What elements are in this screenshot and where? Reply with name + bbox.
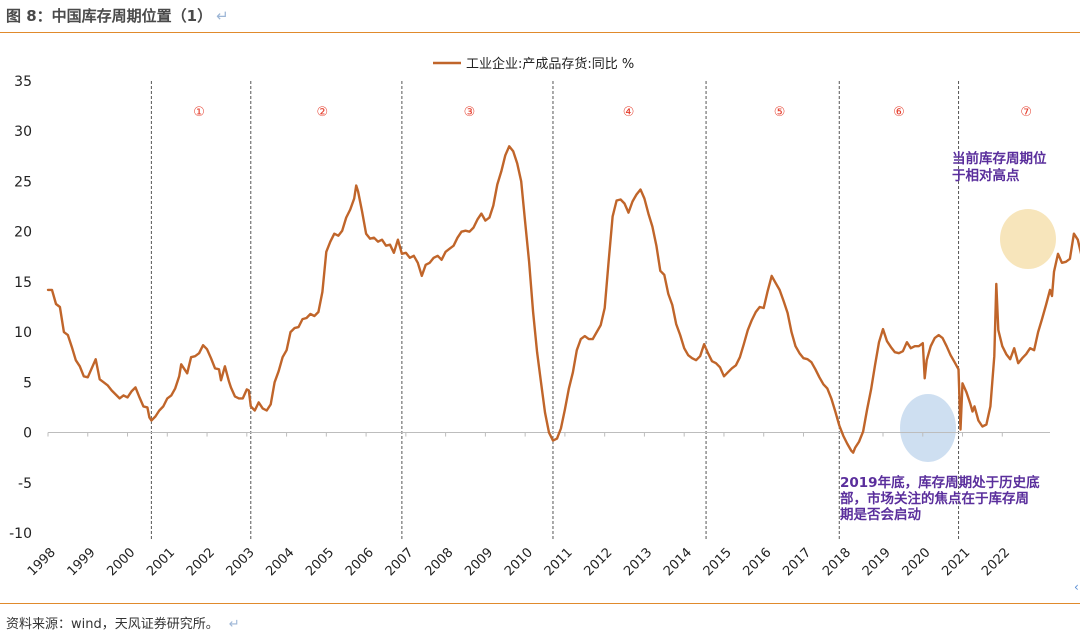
x-tick-label: 2018 <box>820 545 854 579</box>
x-tick-label: 2011 <box>542 545 576 579</box>
annotation-line: 部，市场关注的焦点在于库存周 <box>840 490 1029 507</box>
x-tick-label: 2009 <box>462 545 496 579</box>
x-tick-label: 2008 <box>422 545 456 579</box>
y-axis-ticks: 35 30 25 20 15 10 5 0 -5 -10 <box>9 74 32 542</box>
edge-mark: ‹ <box>1074 580 1079 594</box>
x-tick-label: 2019 <box>860 545 894 579</box>
y-tick-label: 25 <box>14 174 32 190</box>
x-tick-label: 2006 <box>343 545 377 579</box>
y-tick-label: -5 <box>18 476 32 492</box>
y-tick-label: 35 <box>14 74 32 90</box>
annotation-line: 当前库存周期位 <box>952 150 1047 167</box>
x-tick-label: 2007 <box>383 545 417 579</box>
x-tick-label: 2021 <box>939 545 973 579</box>
figure-title-text: 图 8：中国库存周期位置（1） <box>6 7 213 25</box>
x-tick-label: 2017 <box>780 545 814 579</box>
y-tick-label: 15 <box>14 275 32 291</box>
phase-label: ③ <box>464 105 476 120</box>
series-line-inventory-yoy <box>46 145 1080 454</box>
annotation-line: 期是否会启动 <box>840 506 921 523</box>
x-tick-label: 2000 <box>104 545 138 579</box>
annotation-text: 当前库存周期位于相对高点 <box>952 150 1047 184</box>
legend-label: 工业企业:产成品存货:同比 % <box>466 56 634 72</box>
x-tick-label: 2012 <box>581 545 615 579</box>
x-tick-label: 2002 <box>184 545 218 579</box>
annotation-text: 2019年底，库存周期处于历史底部，市场关注的焦点在于库存周期是否会启动 <box>840 474 1040 523</box>
x-tick-label: 1999 <box>65 545 99 579</box>
phase-label: ④ <box>623 105 635 120</box>
annotation-line: 2019年底，库存周期处于历史底 <box>840 474 1040 491</box>
phase-label: ⑦ <box>1020 105 1032 120</box>
x-tick-label: 2014 <box>661 545 695 579</box>
y-tick-label: 5 <box>23 375 32 391</box>
x-tick-label: 2001 <box>144 545 178 579</box>
phase-label: ① <box>193 105 205 120</box>
source-note: 资料来源：wind，天风证券研究所。 ↵ <box>6 613 240 632</box>
x-tick-label: 2020 <box>900 545 934 579</box>
x-tick-label: 2010 <box>502 545 536 579</box>
y-tick-label: 20 <box>14 225 32 241</box>
y-tick-label: 30 <box>14 124 32 140</box>
top-rule <box>0 32 1080 33</box>
y-tick-label: 10 <box>14 325 32 341</box>
x-tick-label: 2015 <box>701 545 735 579</box>
phase-label: ⑤ <box>774 105 786 120</box>
x-tick-label: 1998 <box>25 545 59 579</box>
phase-label: ⑥ <box>893 105 905 120</box>
return-mark-source: ↵ <box>228 617 240 632</box>
return-mark: ↵ <box>216 7 229 25</box>
figure-title: 图 8：中国库存周期位置（1） ↵ <box>6 5 229 26</box>
x-tick-label: 2013 <box>621 545 655 579</box>
phase-label: ② <box>317 105 329 120</box>
bottom-rule <box>0 603 1080 604</box>
y-tick-label: 0 <box>23 426 32 442</box>
annotation-line: 于相对高点 <box>952 167 1020 184</box>
x-tick-label: 2005 <box>303 545 337 579</box>
annotations: 当前库存周期位于相对高点 2019年底，库存周期处于历史底部，市场关注的焦点在于库… <box>840 150 1047 523</box>
phase-labels: ① ② ③ ④ ⑤ ⑥ ⑦ <box>193 105 1032 120</box>
x-tick-label: 2003 <box>224 545 258 579</box>
highlight-2019-trough <box>900 394 956 462</box>
highlight-recent-peak <box>1000 209 1056 269</box>
legend: 工业企业:产成品存货:同比 % <box>433 56 634 72</box>
x-tick-label: 2004 <box>263 545 297 579</box>
y-tick-label: -10 <box>9 526 32 542</box>
x-tick-label: 2022 <box>979 545 1013 579</box>
source-text: 资料来源：wind，天风证券研究所。 <box>6 617 219 632</box>
x-tick-label: 2016 <box>741 545 775 579</box>
phase-dividers <box>150 81 960 541</box>
